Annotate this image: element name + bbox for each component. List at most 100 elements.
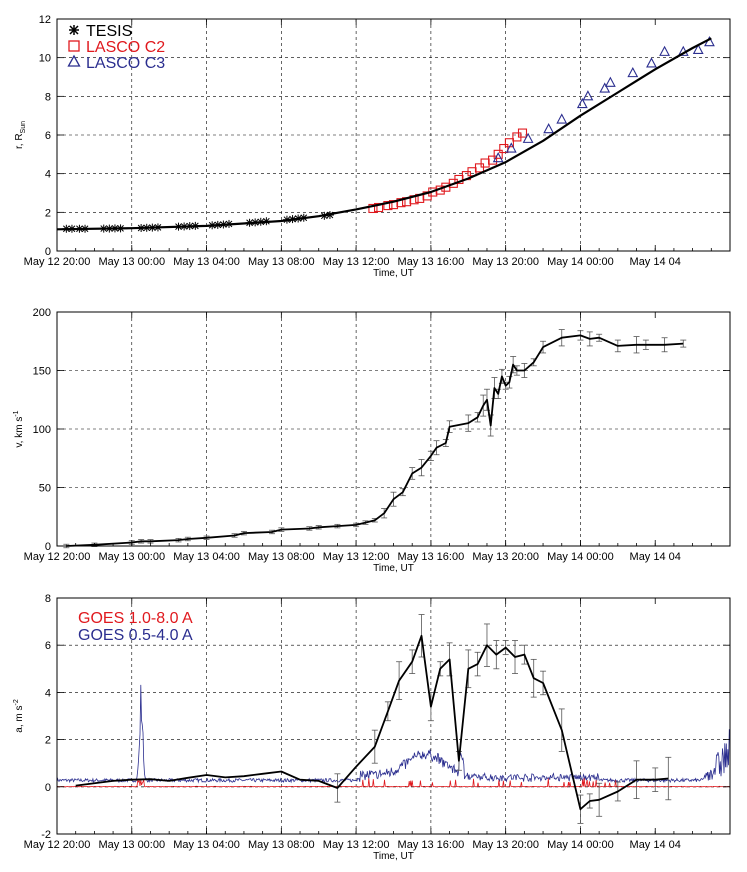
panel-acceleration-xlabel: Time, UT [373,851,414,862]
y-tick-label: 4 [45,169,51,181]
panel-distance-ylabel-main: r, R [14,133,25,149]
panel-acceleration-ylabel-sup: -2 [13,699,20,705]
y-tick-label: 8 [45,593,51,605]
panel-acceleration-goes [56,684,731,788]
x-tick-label: May 13 20:00 [472,256,539,268]
legend-entry-label: LASCO C3 [86,55,165,72]
x-tick-label: May 13 08:00 [248,551,315,563]
x-tick-label: May 14 00:00 [547,551,614,563]
lasco-c3-point [692,43,704,54]
panel-velocity-series [66,334,684,547]
x-tick-label: May 14 04 [630,256,681,268]
panel-distance-ylabel-sub: Sun [20,121,27,134]
panel-velocity-ylabel: v, km s-1 [13,410,25,447]
velocity-line [66,334,684,547]
panel-distance-ticks: May 12 20:00 May 13 00:00 May 13 04:00 May … [24,14,731,268]
legend-entry-label: GOES 1.0-8.0 A [78,610,193,627]
lasco-c3-point [556,113,568,124]
y-tick-label: -2 [41,829,51,841]
y-tick-label: 2 [45,207,51,219]
lasco-c2-point [517,128,528,138]
x-tick-label: May 14 00:00 [547,256,614,268]
lasco-c3-point [543,123,555,134]
panel-acceleration: May 12 20:00 May 13 00:00 May 13 04:00 May … [13,593,731,862]
x-tick-label: May 13 16:00 [398,256,465,268]
legend-marker-stroke [69,25,79,35]
panel-velocity-ylabel-sup: -1 [13,410,20,416]
lasco-c2-point [373,202,384,213]
acceleration-line [75,634,669,811]
panel-velocity: May 12 20:00 May 13 00:00 May 13 04:00 May … [13,307,731,574]
x-tick-label: May 13 20:00 [472,551,539,563]
panel-velocity-xlabel: Time, UT [373,563,414,574]
y-tick-label: 6 [45,130,51,142]
x-tick-label: May 13 16:00 [398,839,465,851]
x-tick-label: May 14 04 [630,839,681,851]
x-tick-label: May 14 00:00 [547,839,614,851]
lasco-c3-point [576,97,588,109]
lasco-c2-point [480,158,490,168]
y-tick-label: 0 [45,246,51,258]
lasco-c3-point [604,76,616,87]
legend-entry-label: LASCO C2 [86,39,165,56]
legend-entry-label: TESIS [86,23,132,40]
y-tick-label: 12 [39,14,51,26]
x-tick-label: May 13 00:00 [98,551,165,563]
y-tick-label: 2 [45,735,51,747]
y-tick-label: 10 [39,53,51,65]
legend-lasco-c2-marker [68,40,80,52]
lasco-c3-point [627,66,639,78]
legend-lasco-c3-marker [67,54,81,67]
goes-0.5-4.0-trace [56,684,731,784]
lasco-c3-point [659,45,670,56]
y-tick-label: 0 [45,541,51,553]
x-tick-label: May 12 20:00 [24,256,91,268]
y-tick-label: 0 [45,782,51,794]
panel-distance-ylabel: r, RSun [14,121,27,149]
y-tick-label: 6 [45,640,51,652]
x-tick-label: May 12 20:00 [24,839,91,851]
y-tick-label: 150 [33,366,51,378]
x-tick-label: May 13 12:00 [323,839,390,851]
lasco-c3-point [522,132,534,143]
x-tick-label: May 13 08:00 [248,256,315,268]
x-tick-label: May 13 12:00 [323,551,390,563]
lasco-c3-point [582,90,594,101]
lasco-c3-point [505,142,517,153]
legend-entry-label: GOES 0.5-4.0 A [78,627,193,644]
x-tick-label: May 14 04 [630,551,681,563]
y-tick-label: 8 [45,91,51,103]
lasco-c2-point [499,143,509,154]
panel-distance-series [56,36,715,233]
lasco-c2-point [493,149,503,159]
panel-distance: May 12 20:00 May 13 00:00 May 13 04:00 May … [14,14,731,279]
panel-distance-xlabel: Time, UT [373,268,414,279]
panel-acceleration-ylabel-main: a, m s [14,706,25,733]
lasco-c2-point [488,155,498,165]
x-tick-label: May 13 04:00 [173,839,240,851]
panel-velocity-grid [57,312,730,546]
fit-line [56,37,712,231]
lasco-c3-point [646,57,657,68]
y-tick-label: 50 [39,483,51,495]
panel-velocity-errors [63,329,687,549]
lasco-c2-point [474,163,485,173]
panel-acceleration-ylabel: a, m s-2 [13,699,25,733]
panel-acceleration-ticks: May 12 20:00 May 13 00:00 May 13 04:00 May … [24,593,731,851]
x-tick-label: May 13 12:00 [323,256,390,268]
x-tick-label: May 13 04:00 [173,256,240,268]
x-tick-label: May 13 00:00 [98,839,165,851]
x-tick-label: May 13 16:00 [398,551,465,563]
panel-velocity-ylabel-main: v, km s [14,417,25,448]
x-tick-label: May 13 00:00 [98,256,165,268]
panel-acceleration-series [75,634,669,811]
x-tick-label: May 13 08:00 [248,839,315,851]
panel-velocity-ticks: May 12 20:00 May 13 00:00 May 13 04:00 May … [24,307,731,563]
x-tick-label: May 12 20:00 [24,551,91,563]
y-tick-label: 4 [45,687,51,699]
legend-tesis-marker [69,25,79,35]
x-tick-label: May 13 04:00 [173,551,240,563]
